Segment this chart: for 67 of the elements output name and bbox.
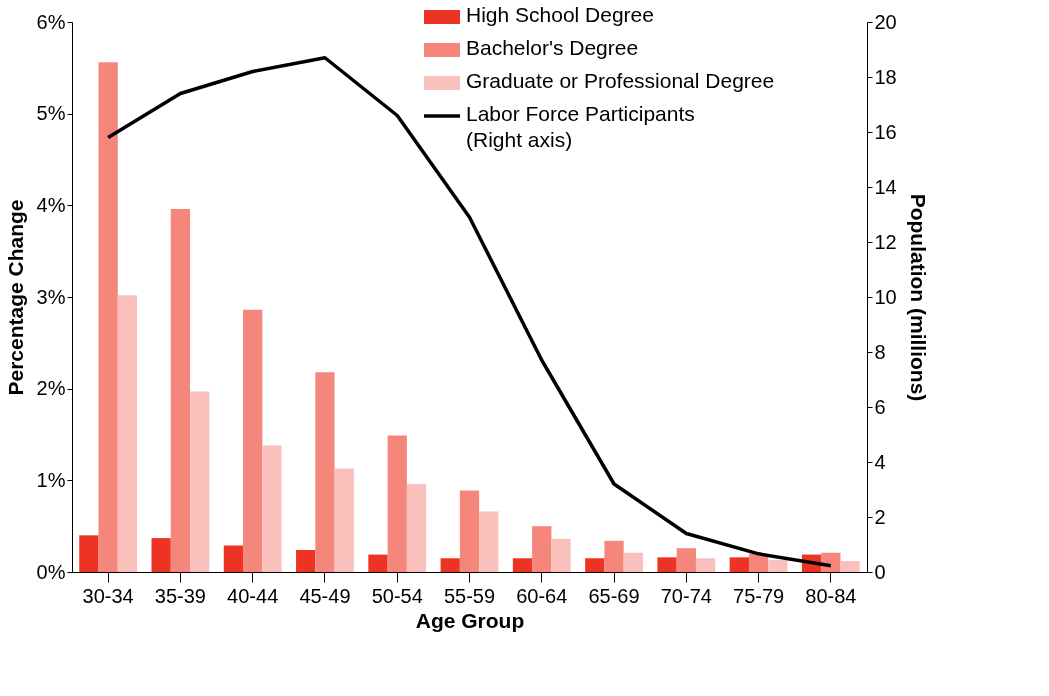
y-axis-title: Percentage Change (3, 199, 27, 396)
bar (387, 435, 407, 572)
bar (623, 552, 643, 572)
y2-tick-label: 4 (874, 450, 886, 473)
y2-tick-label: 6 (874, 395, 886, 418)
y-tick-label: 3% (36, 285, 66, 308)
bar (190, 391, 210, 572)
y2-tick-label: 0 (874, 560, 886, 583)
x-tick-label: 35-39 (154, 584, 206, 607)
x-tick-label: 80-84 (805, 584, 857, 607)
y2-tick-label: 16 (874, 120, 897, 143)
bar (79, 535, 99, 572)
y2-tick-label: 2 (874, 505, 886, 528)
bar (479, 511, 499, 572)
bar (243, 309, 263, 572)
y-tick-label: 0% (36, 560, 66, 583)
y2-axis-title: Population (millions) (906, 193, 930, 402)
y2-tick-label: 18 (874, 65, 897, 88)
bar (604, 540, 624, 572)
bar (334, 468, 354, 572)
legend-label: Labor Force Participants (Right axis) (466, 102, 695, 151)
legend-label: Graduate or Professional Degree (466, 69, 775, 92)
y-tick-label: 5% (36, 102, 66, 125)
y2-tick-label: 12 (874, 230, 897, 253)
y-tick-label: 1% (36, 468, 66, 491)
bar (768, 560, 788, 572)
bar (840, 561, 860, 572)
bar (676, 548, 696, 572)
bar (821, 552, 841, 572)
bar (117, 295, 138, 572)
y-tick-label: 2% (36, 377, 66, 400)
bar (532, 526, 552, 572)
bar (170, 209, 191, 572)
x-tick-label: 30-34 (82, 584, 134, 607)
x-axis-title: Age Group (415, 608, 525, 632)
bar (406, 484, 427, 572)
legend-label: Bachelor's Degree (466, 36, 639, 59)
bar (551, 539, 571, 572)
bar (440, 558, 460, 572)
y2-tick-label: 10 (874, 285, 897, 308)
bar (262, 445, 282, 572)
x-tick-label: 40-44 (227, 584, 279, 607)
y2-tick-label: 8 (874, 340, 886, 363)
x-tick-label: 50-54 (371, 584, 423, 607)
bar (729, 557, 749, 572)
x-tick-label: 75-79 (733, 584, 785, 607)
y-tick-label: 6% (36, 10, 66, 33)
bar (223, 545, 244, 572)
bar (368, 554, 388, 572)
x-tick-label: 60-64 (516, 584, 568, 607)
bar (585, 558, 605, 572)
legend-label: High School Degree (466, 3, 654, 26)
y-tick-label: 4% (36, 193, 66, 216)
bar (315, 372, 335, 572)
bar (657, 557, 677, 572)
x-tick-label: 45-49 (299, 584, 351, 607)
y2-tick-label: 14 (874, 175, 897, 198)
bar (98, 62, 118, 572)
bar (459, 490, 480, 572)
x-tick-label: 65-69 (588, 584, 640, 607)
y2-tick-label: 20 (874, 10, 897, 33)
x-tick-label: 70-74 (660, 584, 712, 607)
bar (296, 550, 316, 572)
bar (151, 538, 171, 572)
bar (695, 558, 716, 572)
bar (512, 558, 533, 572)
x-tick-label: 55-59 (443, 584, 496, 607)
